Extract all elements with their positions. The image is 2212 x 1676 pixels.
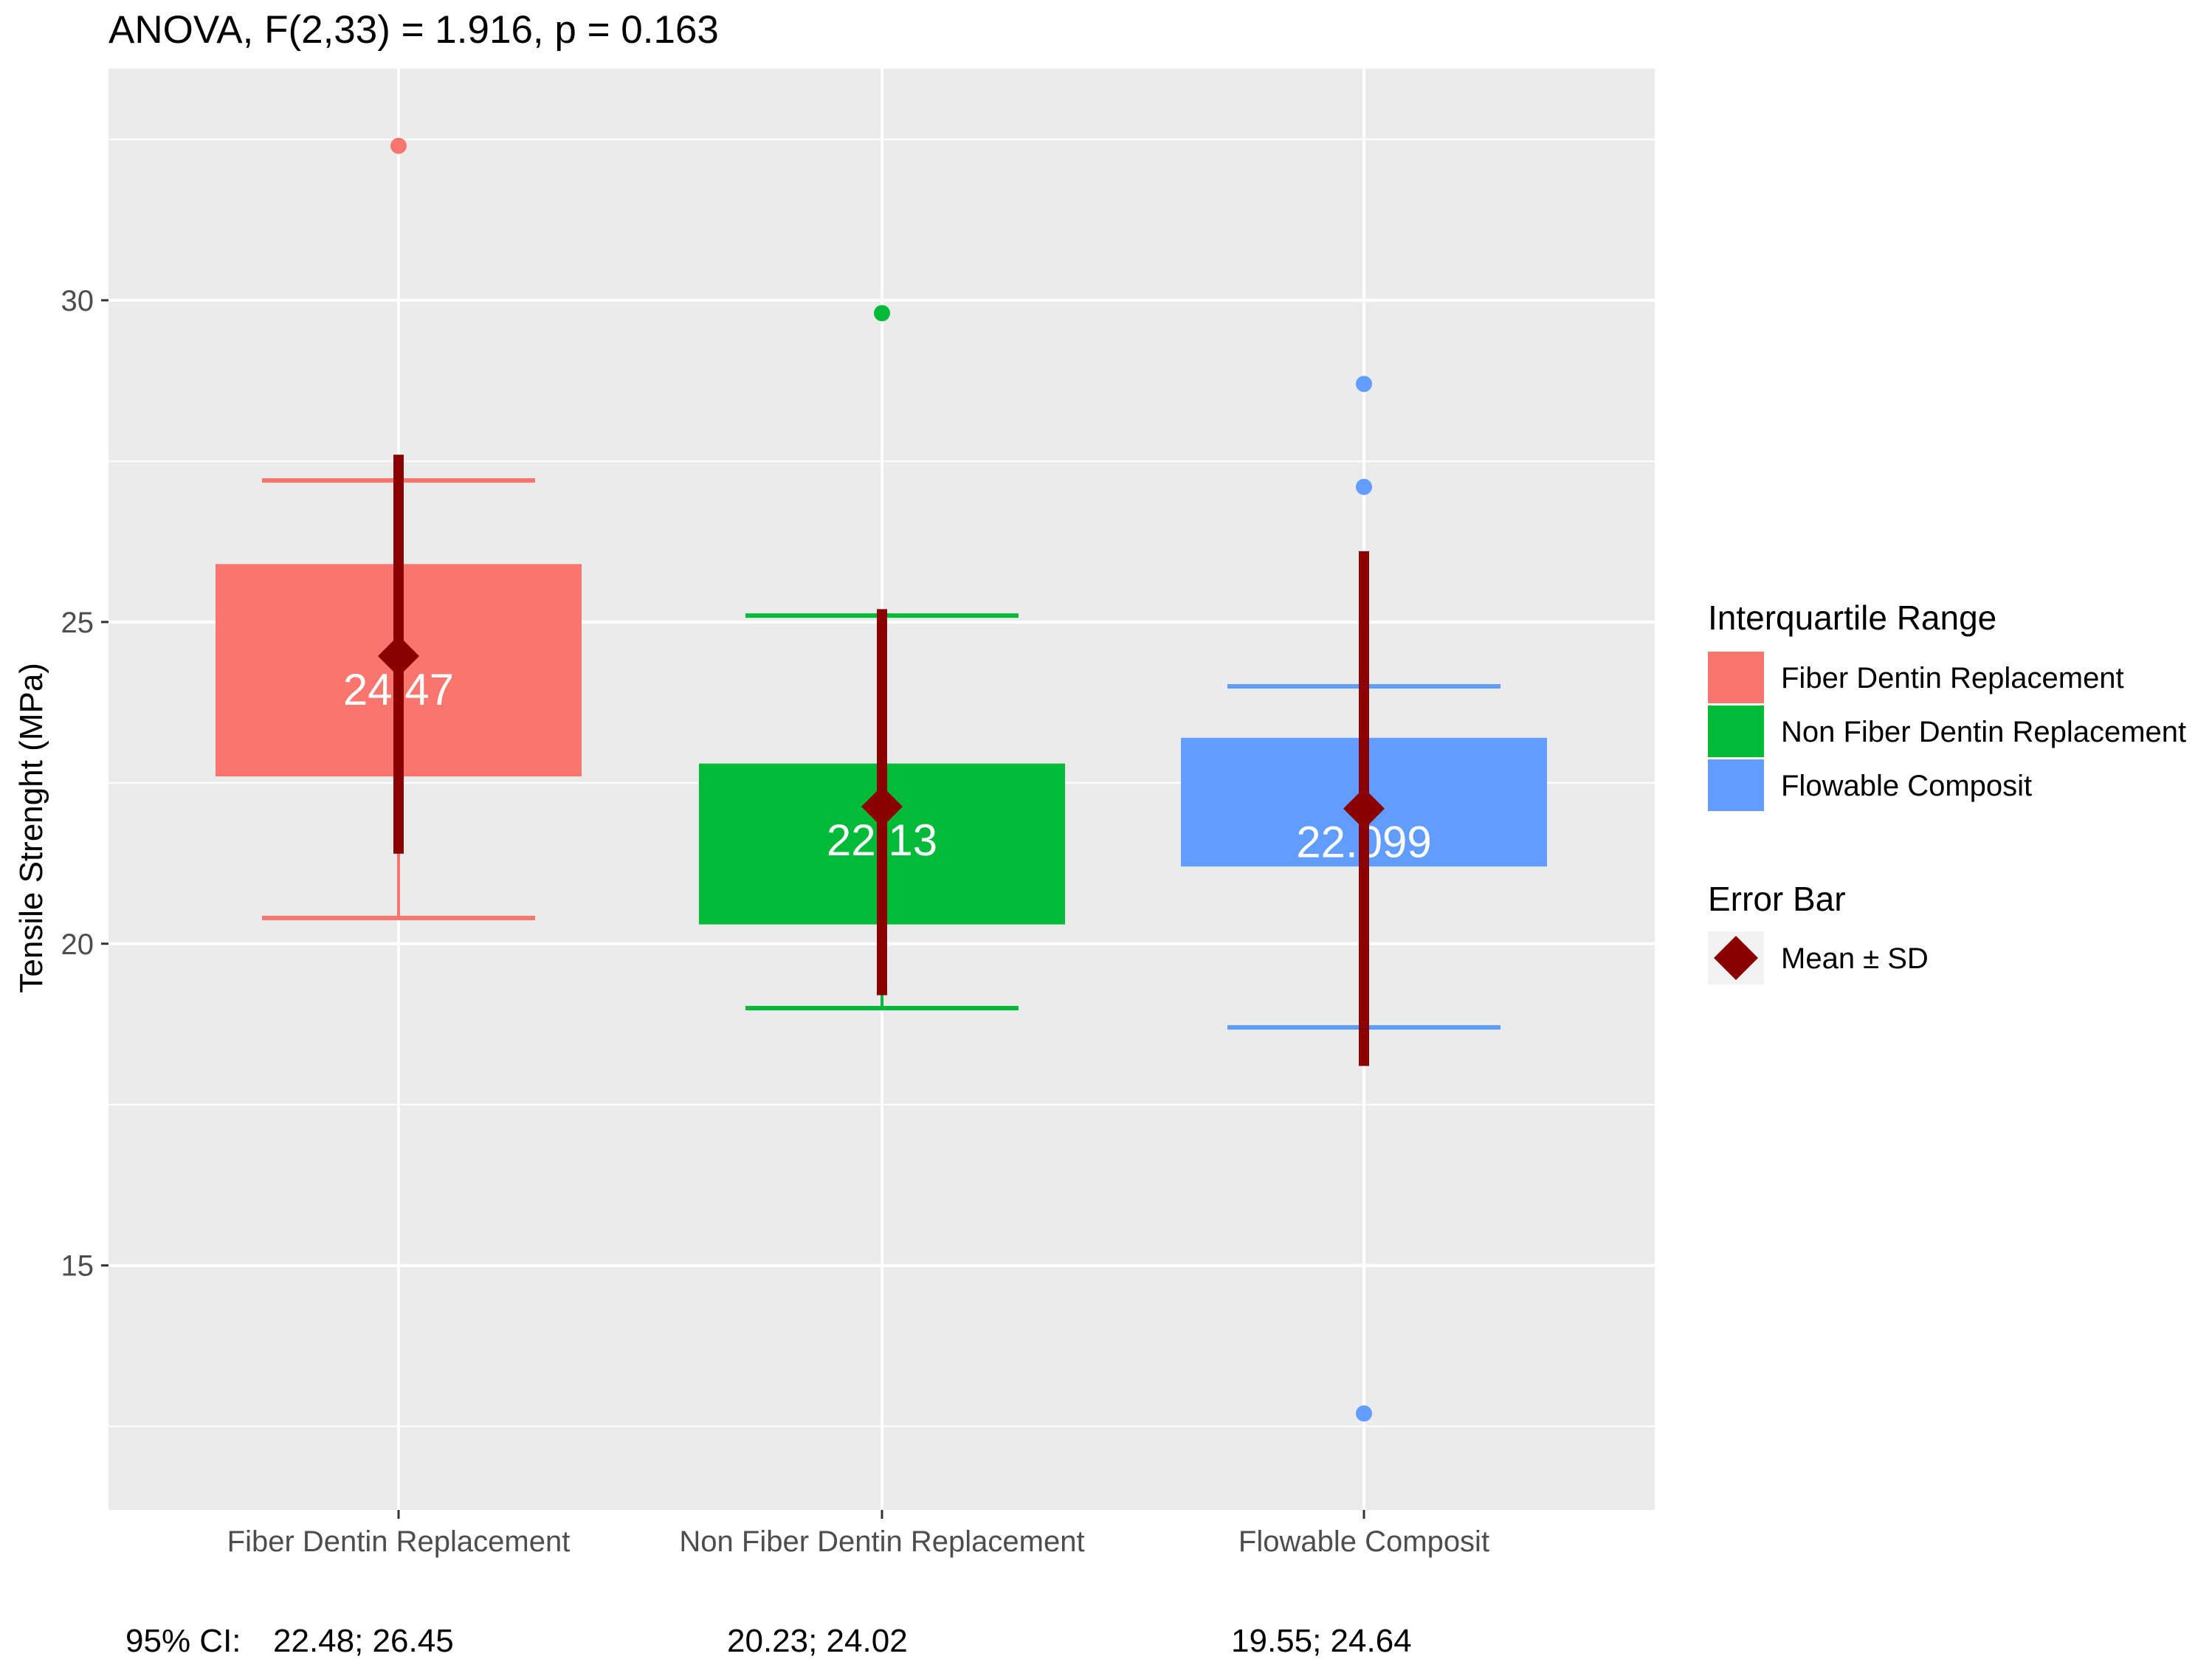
box-group: 24.47 xyxy=(216,137,582,920)
outlier-point xyxy=(1356,376,1372,393)
y-tick-label: 20 xyxy=(61,928,94,961)
legend-swatch xyxy=(1708,759,1764,811)
legend-title-error: Error Bar xyxy=(1708,880,1846,918)
ci-value-label: 20.23; 24.02 xyxy=(727,1623,908,1659)
mean-diamond-marker xyxy=(1343,787,1385,830)
y-tick-label: 15 xyxy=(61,1250,94,1283)
ci-value-label: 22.48; 26.45 xyxy=(273,1623,454,1659)
x-tick-label: Flowable Composit xyxy=(1238,1525,1489,1558)
ci-prefix-label: 95% CI: xyxy=(125,1623,241,1659)
mean-diamond-marker xyxy=(861,786,903,828)
legend-entry-label: Non Fiber Dentin Replacement xyxy=(1781,716,2186,748)
y-axis-label: Tensile Strenght (MPa) xyxy=(13,663,49,993)
legend-swatch xyxy=(1708,706,1764,757)
legend-swatch xyxy=(1708,652,1764,703)
box-group: 22.099 xyxy=(1181,376,1547,1422)
x-tick-label: Non Fiber Dentin Replacement xyxy=(679,1525,1084,1558)
outlier-point xyxy=(390,137,407,154)
outlier-point xyxy=(1356,1405,1372,1422)
mean-diamond-marker xyxy=(378,635,419,677)
legend-entry-label: Fiber Dentin Replacement xyxy=(1781,662,2124,694)
outlier-point xyxy=(874,305,890,322)
legend-error-entry-label: Mean ± SD xyxy=(1781,942,1929,975)
y-tick-label: 25 xyxy=(61,607,94,639)
x-tick-label: Fiber Dentin Replacement xyxy=(227,1525,571,1558)
legend-entry-label: Flowable Composit xyxy=(1781,770,2032,802)
legend-mean-diamond-icon xyxy=(1714,936,1758,980)
ci-value-label: 19.55; 24.64 xyxy=(1231,1623,1412,1659)
legend: Interquartile Range Fiber Dentin Replacem… xyxy=(1708,599,2186,984)
box-group: 22.13 xyxy=(699,305,1065,1010)
legend-title-iqr: Interquartile Range xyxy=(1708,599,1996,637)
outlier-point xyxy=(1356,478,1372,495)
chart-title: ANOVA, F(2,33) = 1.916, p = 0.163 xyxy=(108,8,719,52)
y-tick-label: 30 xyxy=(61,285,94,317)
